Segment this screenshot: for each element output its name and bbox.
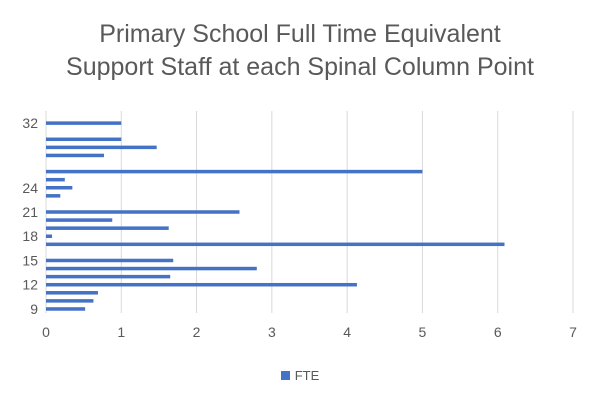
x-axis: 0 1 2 3 4 5 6 7 [42,324,577,340]
y-tick-label-32: 32 [22,115,38,131]
chart-title-line-2: Support Staff at each Spinal Column Poin… [66,53,534,81]
chart-title: Primary School Full Time Equivalent Supp… [0,18,600,84]
y-axis: 9 12 15 18 21 24 32 [22,115,38,317]
x-tick-label-7: 7 [569,324,577,340]
x-tick-label-3: 3 [268,324,276,340]
y-tick-label-24: 24 [22,180,38,196]
bar-20 [46,218,113,222]
bar-11 [46,291,98,295]
x-tick-label-1: 1 [117,324,125,340]
bar-32 [46,121,122,125]
x-tick-label-5: 5 [419,324,427,340]
x-tick-label-2: 2 [193,324,201,340]
bar-21 [46,210,240,214]
x-tick-label-0: 0 [42,324,50,340]
y-tick-label-18: 18 [22,228,38,244]
bar-13 [46,274,171,279]
legend: FTE [0,368,600,383]
bar-17 [46,242,505,247]
y-tick-label-9: 9 [30,301,38,317]
bar-25 [46,177,65,182]
legend-swatch [280,371,290,380]
bar-12 [46,282,357,287]
bar-29 [46,145,157,150]
legend-label: FTE [294,368,320,383]
bar-24 [46,186,73,190]
bar-19 [46,226,169,230]
y-tick-label-21: 21 [22,204,38,220]
bar-9 [46,307,86,311]
x-tick-label-4: 4 [343,324,351,340]
bar-10 [46,299,94,303]
bar-18 [46,234,53,238]
y-tick-label-15: 15 [22,252,38,268]
x-tick-label-6: 6 [494,324,502,340]
bar-15 [46,258,174,263]
bar-28 [46,153,104,158]
bar-14 [46,266,257,271]
bar-23 [46,194,61,198]
bar-30 [46,137,122,142]
bar-26 [46,169,423,174]
bar-series-fte [46,121,505,311]
chart-title-line-1: Primary School Full Time Equivalent [99,20,501,48]
y-tick-label-12: 12 [22,277,38,293]
